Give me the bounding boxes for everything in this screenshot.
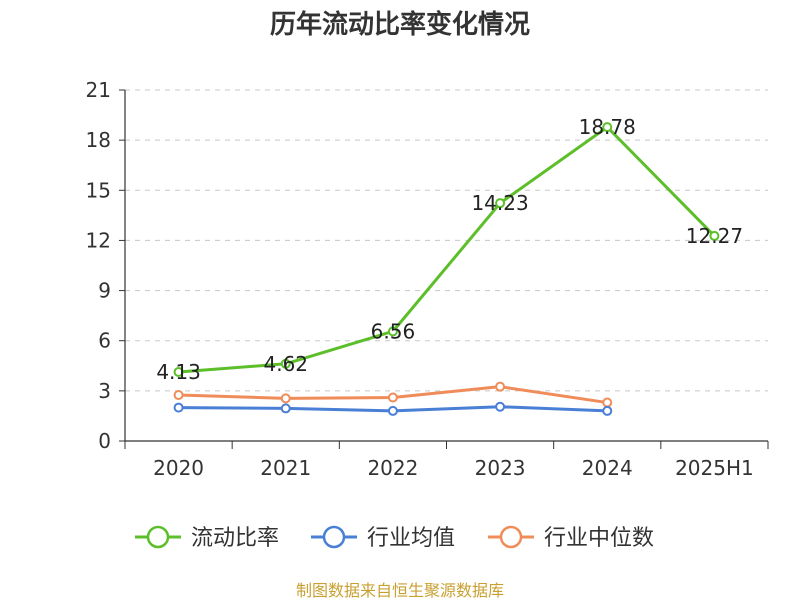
axes: 0 3 6 9 12 15 18 21 2020 2021 2022 2023 2024 2025H1 [86, 78, 769, 480]
data-label: 12.27 [686, 224, 743, 248]
legend-marker [146, 525, 170, 549]
legend-marker [322, 525, 346, 549]
y-tick-label: 9 [98, 279, 111, 303]
data-point [709, 230, 720, 241]
legend: 流动比率 行业均值 行业中位数 [135, 525, 654, 551]
x-tick-label: 2024 [582, 456, 633, 480]
y-tick-label: 21 [86, 78, 111, 102]
y-tick-label: 18 [86, 128, 111, 152]
chart-title: 历年流动比率变化情况 [270, 9, 530, 40]
x-tick-label: 2021 [260, 456, 311, 480]
data-label: 4.62 [263, 352, 308, 376]
data-point [387, 392, 398, 403]
data-point [280, 393, 291, 404]
data-point [173, 366, 184, 377]
y-tick-label: 6 [98, 329, 111, 353]
data-point [602, 397, 613, 408]
data-point [602, 122, 613, 133]
legend-label: 行业中位数 [544, 526, 654, 551]
y-tick-label: 12 [86, 228, 111, 252]
x-tick-label: 2020 [153, 456, 204, 480]
x-tick-label: 2025H1 [675, 456, 754, 480]
data-point [495, 381, 506, 392]
legend-marker [499, 525, 523, 549]
data-label: 18.78 [579, 115, 636, 139]
data-point [602, 405, 613, 416]
source-text: 制图数据来自恒生聚源数据库 [296, 581, 504, 600]
data-point [495, 198, 506, 209]
grid-lines [125, 89, 768, 392]
legend-label: 行业均值 [367, 526, 455, 551]
data-point [387, 326, 398, 337]
data-point [173, 402, 184, 413]
data-point [280, 358, 291, 369]
y-tick-label: 0 [98, 429, 111, 453]
data-label: 6.56 [371, 319, 416, 343]
legend-label: 流动比率 [191, 526, 279, 551]
data-point [495, 401, 506, 412]
y-tick-label: 15 [86, 178, 111, 202]
data-labels: 4.13 4.62 6.56 14.23 18.78 12.27 [156, 115, 743, 384]
x-tick-label: 2023 [475, 456, 526, 480]
data-point [173, 390, 184, 401]
data-label: 14.23 [471, 191, 528, 215]
series-lines [173, 122, 720, 416]
y-tick-label: 3 [98, 379, 111, 403]
x-tick-label: 2022 [367, 456, 418, 480]
data-point [280, 403, 291, 414]
data-label: 4.13 [156, 360, 201, 384]
series-line-0 [178, 125, 716, 374]
data-point [387, 405, 398, 416]
